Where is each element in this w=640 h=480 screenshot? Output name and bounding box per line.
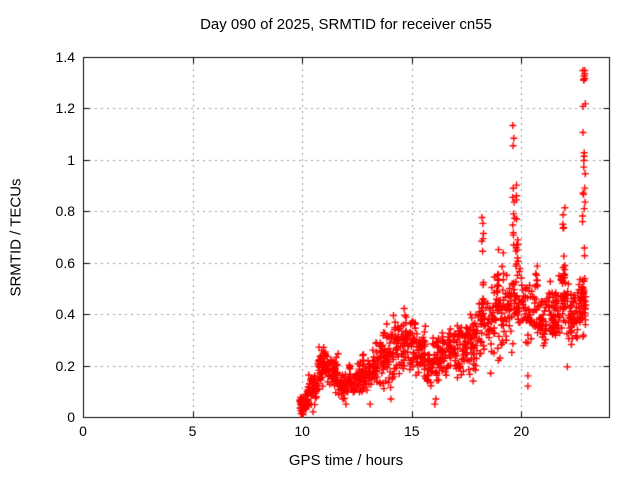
y-tick-label: 1.2	[55, 100, 75, 117]
x-tick-label: 15	[403, 423, 420, 439]
y-axis-label: SRMTID / TECUs	[7, 178, 25, 297]
x-tick-label: 20	[513, 423, 530, 439]
x-tick-label: 5	[188, 423, 197, 439]
y-tick-label: 0.4	[55, 306, 75, 323]
x-tick-label: 10	[294, 423, 310, 439]
y-tick-label: 0.6	[55, 254, 75, 271]
x-axis-label: GPS time / hours	[288, 452, 404, 469]
y-tick-label: 0.8	[55, 203, 75, 220]
x-tick-label: 0	[79, 423, 87, 439]
y-tick-label: 1	[67, 151, 75, 168]
chart-title: Day 090 of 2025, SRMTID for receiver cn5…	[200, 16, 492, 33]
y-tick-label: 0.2	[55, 357, 75, 374]
y-tick-label: 0	[67, 409, 75, 425]
y-tick-label: 1.4	[55, 49, 75, 65]
